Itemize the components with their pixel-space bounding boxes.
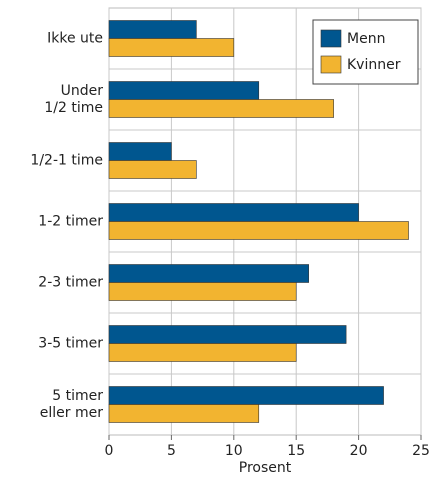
bar bbox=[108, 20, 197, 39]
bar bbox=[108, 160, 197, 179]
x-axis-label: Prosent bbox=[239, 460, 292, 476]
bar bbox=[108, 142, 172, 161]
bar bbox=[108, 404, 260, 423]
y-tick-label: 3-5 timer bbox=[38, 336, 103, 352]
bar bbox=[108, 38, 235, 57]
legend-swatch bbox=[320, 29, 342, 48]
bar bbox=[108, 282, 297, 301]
bar bbox=[108, 99, 334, 118]
y-tick-label: 1/2-1 time bbox=[30, 153, 103, 169]
x-tick-label: 10 bbox=[225, 443, 243, 459]
bar bbox=[108, 343, 297, 362]
legend-swatch bbox=[320, 55, 342, 74]
y-tick-label: 1-2 timer bbox=[38, 214, 103, 230]
x-tick-label: 20 bbox=[350, 443, 368, 459]
legend-box bbox=[312, 19, 419, 85]
bar bbox=[108, 325, 347, 344]
legend-label: Kvinner bbox=[347, 57, 401, 73]
y-tick-label: Ikke ute bbox=[47, 31, 103, 47]
bar bbox=[108, 81, 260, 100]
x-tick-label: 0 bbox=[105, 443, 114, 459]
x-tick-label: 25 bbox=[412, 443, 430, 459]
x-tick-label: 15 bbox=[287, 443, 305, 459]
y-tick-label: 5 timer eller mer bbox=[40, 388, 103, 421]
bar bbox=[108, 386, 384, 405]
x-tick-label: 5 bbox=[167, 443, 176, 459]
bar bbox=[108, 203, 359, 222]
bar bbox=[108, 264, 309, 283]
y-tick-label: 2-3 timer bbox=[38, 275, 103, 291]
y-tick-label: Under 1/2 time bbox=[44, 83, 103, 116]
legend-label: Menn bbox=[347, 31, 385, 47]
bar bbox=[108, 221, 409, 240]
